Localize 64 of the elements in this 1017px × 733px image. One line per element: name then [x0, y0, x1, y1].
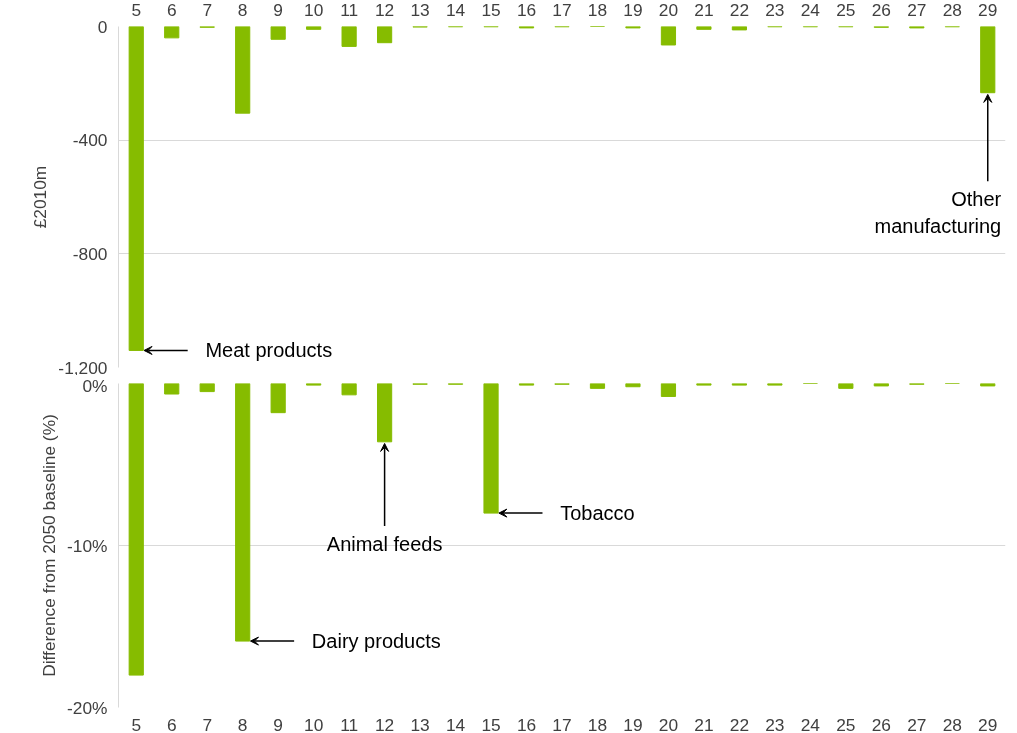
x-tick-label: 18: [587, 0, 608, 20]
x-tick-label: 25: [836, 0, 856, 20]
y-axis-title: Difference from 2050 baseline (%): [39, 414, 60, 677]
x-tick-label: 19: [623, 714, 643, 733]
x-tick-label: 27: [907, 0, 927, 20]
x-tick-label: 12: [374, 0, 395, 20]
x-tick-label: 18: [587, 714, 608, 733]
x-tick-label: 9: [273, 714, 283, 733]
x-tick-label: 16: [516, 714, 537, 733]
x-tick-label: 20: [658, 0, 679, 20]
x-tick-label: 8: [237, 714, 248, 733]
x-tick-label: 12: [374, 714, 395, 733]
x-tick-label: 5: [131, 0, 142, 20]
annotation: Tobacco: [560, 502, 635, 525]
x-tick-label: 6: [166, 0, 177, 20]
annotation: Animal feeds: [326, 532, 443, 555]
y-tick-label: -800: [72, 243, 108, 264]
y-axis-title: £2010m: [30, 165, 51, 229]
x-tick-label: 6: [166, 714, 177, 733]
x-tick-label: 15: [481, 714, 501, 733]
x-tick-label: 21: [694, 714, 714, 733]
x-tick-label: 19: [623, 0, 643, 20]
x-tick-label: 10: [304, 0, 324, 20]
x-tick-label: 14: [445, 0, 466, 20]
x-tick-label: 13: [410, 0, 430, 20]
x-tick-label: 22: [729, 0, 750, 20]
y-tick-label: 0%: [82, 375, 108, 396]
annotation: Other manufacturing: [874, 188, 1002, 237]
x-tick-label: 27: [907, 714, 927, 733]
x-tick-label: 7: [202, 714, 213, 733]
x-tick-label: 11: [340, 714, 359, 733]
x-tick-label: 23: [765, 0, 785, 20]
x-tick-label: 26: [871, 0, 891, 20]
x-tick-label: 11: [340, 0, 359, 20]
y-tick-label: -400: [72, 130, 108, 151]
y-tick-label: -20%: [67, 697, 108, 718]
annotation: Meat products: [205, 339, 333, 362]
x-tick-label: 14: [445, 714, 466, 733]
y-tick-label: -10%: [67, 535, 108, 556]
x-tick-label: 22: [729, 714, 750, 733]
x-tick-label: 28: [942, 0, 962, 20]
x-tick-label: 21: [694, 0, 714, 20]
x-tick-label: 8: [237, 0, 248, 20]
x-tick-label: 7: [202, 0, 213, 20]
x-tick-label: 26: [871, 714, 891, 733]
y-tick-label: -1,200: [58, 357, 108, 378]
x-tick-label: 24: [800, 0, 821, 20]
annotation: Dairy products: [311, 630, 441, 653]
x-tick-label: 5: [131, 714, 142, 733]
x-tick-label: 17: [552, 0, 572, 20]
x-tick-label: 24: [800, 714, 821, 733]
x-tick-label: 29: [978, 0, 998, 20]
x-tick-label: 28: [942, 714, 962, 733]
x-tick-label: 29: [978, 714, 998, 733]
x-tick-label: 9: [273, 0, 283, 20]
x-tick-label: 20: [658, 714, 679, 733]
x-tick-label: 13: [410, 714, 430, 733]
x-tick-label: 16: [516, 0, 537, 20]
y-tick-label: 0: [97, 16, 108, 37]
x-tick-label: 17: [552, 714, 572, 733]
x-tick-label: 23: [765, 714, 785, 733]
x-tick-label: 10: [304, 714, 324, 733]
x-tick-label: 15: [481, 0, 501, 20]
x-tick-label: 25: [836, 714, 856, 733]
